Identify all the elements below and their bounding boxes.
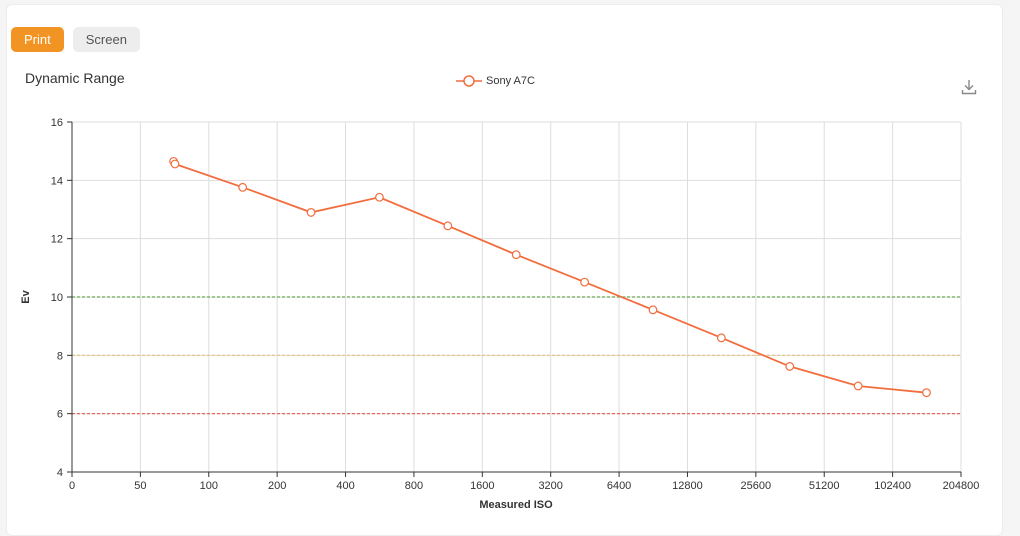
- x-tick-label: 400: [336, 480, 354, 492]
- x-tick-label: 50: [134, 480, 146, 492]
- download-icon[interactable]: [960, 78, 978, 96]
- dynamic-range-chart: 0 50 100 200 400 800 1600 3200 6400 12800 25600 512…: [20, 117, 979, 511]
- x-tick-label: 25600: [741, 480, 772, 492]
- data-point: [375, 192, 384, 202]
- y-axis-title: Ev: [20, 289, 32, 303]
- x-tick-labels: 0 50 100 200 400 800 1600 3200 6400 12800 25600 512…: [69, 480, 979, 492]
- data-point: [511, 250, 521, 260]
- x-tick-label: 800: [405, 480, 423, 492]
- x-tick-label: 204800: [943, 480, 980, 492]
- data-point: [922, 388, 931, 398]
- mode-tabs: Print Screen: [11, 27, 140, 52]
- legend-label: Sony A7C: [486, 75, 535, 87]
- data-point: [170, 159, 180, 169]
- tab-print[interactable]: Print: [11, 27, 64, 52]
- data-point: [443, 221, 453, 231]
- y-tick-label: 8: [57, 350, 63, 362]
- x-tick-label: 51200: [809, 480, 840, 492]
- y-tick-label: 12: [51, 234, 63, 246]
- x-tick-label: 0: [69, 480, 75, 492]
- x-tick-label: 200: [268, 480, 286, 492]
- data-point: [716, 333, 726, 343]
- data-point: [580, 277, 589, 287]
- chart-card: [6, 4, 1003, 536]
- x-axis-title: Measured ISO: [479, 499, 553, 511]
- legend-marker-icon: [456, 75, 482, 87]
- data-point: [853, 381, 863, 391]
- x-tick-label: 102400: [874, 480, 911, 492]
- axes: [67, 121, 962, 477]
- series-sony-a7c: [169, 156, 931, 398]
- x-tick-label: 3200: [538, 480, 562, 492]
- tab-screen[interactable]: Screen: [72, 27, 140, 52]
- y-tick-label: 16: [51, 117, 63, 129]
- y-tick-label: 10: [51, 292, 63, 304]
- x-tick-label: 1600: [470, 480, 494, 492]
- data-point: [238, 182, 248, 192]
- data-point: [785, 362, 795, 371]
- chart-title: Dynamic Range: [25, 70, 125, 86]
- x-tick-label: 6400: [607, 480, 631, 492]
- x-tick-label: 100: [200, 480, 218, 492]
- y-tick-label: 4: [57, 467, 63, 479]
- y-tick-label: 6: [57, 409, 63, 421]
- y-tick-label: 14: [51, 175, 63, 187]
- legend-item-sony-a7c[interactable]: Sony A7C: [456, 74, 535, 88]
- data-point: [648, 305, 658, 315]
- data-point: [306, 208, 316, 217]
- y-tick-labels: 4 6 8 10 12 14 16: [51, 117, 63, 479]
- x-tick-label: 12800: [672, 480, 703, 492]
- reference-lines: [72, 296, 961, 415]
- series-line: [172, 160, 927, 394]
